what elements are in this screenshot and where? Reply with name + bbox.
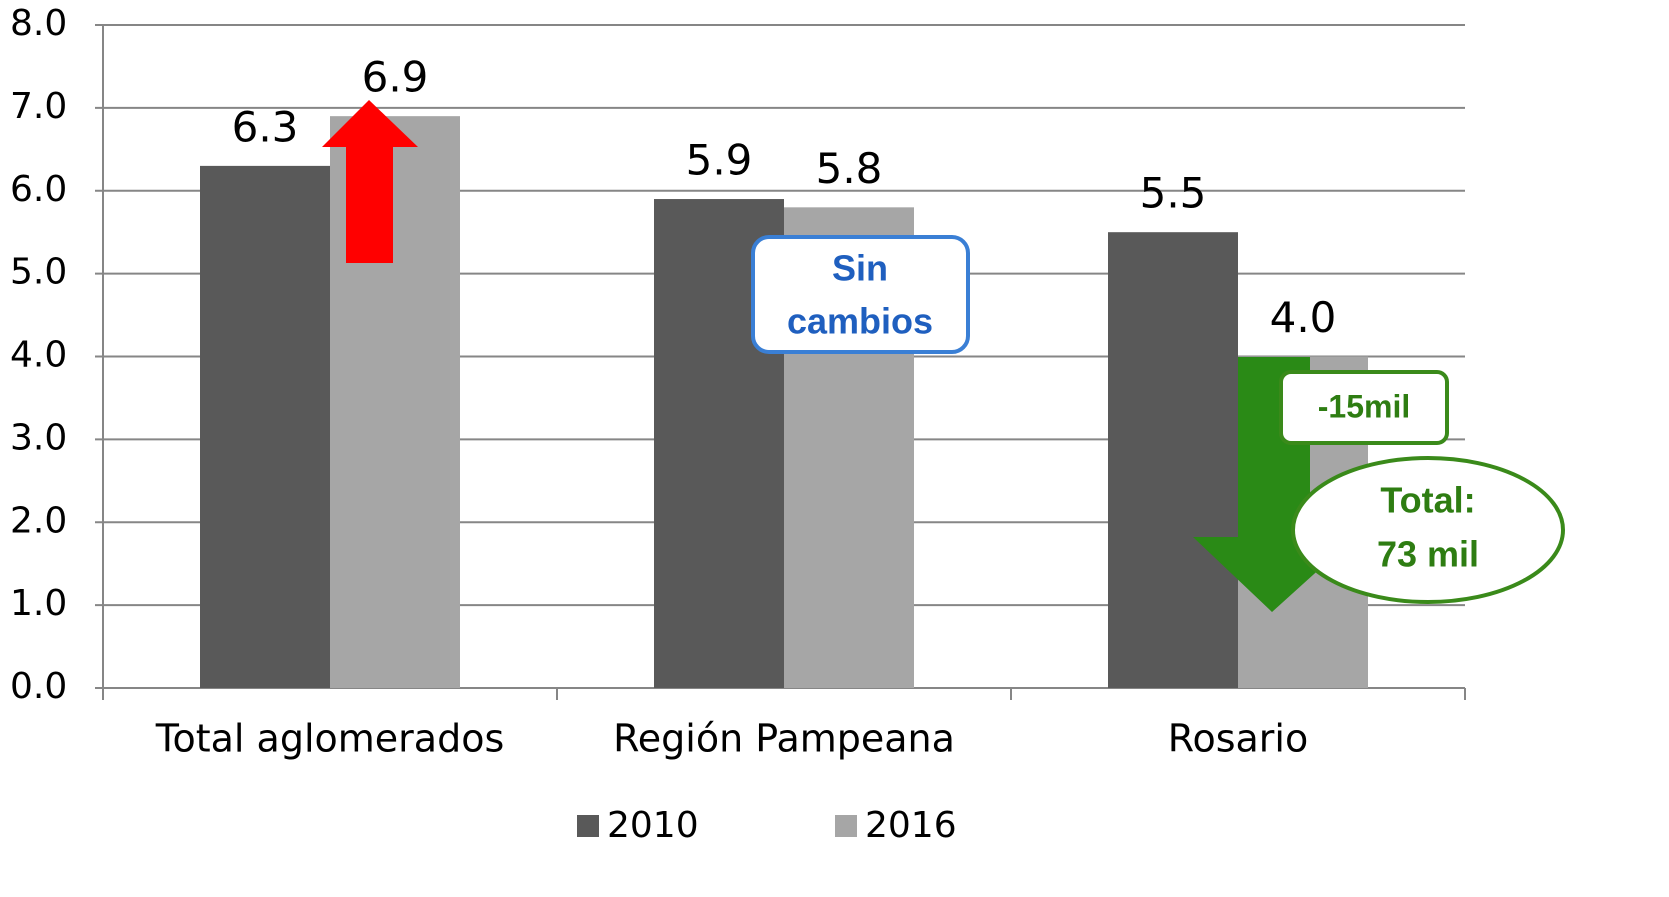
value-label: 6.9 (362, 53, 429, 102)
y-tick-label: 6.0 (10, 169, 67, 210)
y-tick-label: 5.0 (10, 252, 67, 293)
y-tick-label: 2.0 (10, 500, 67, 541)
y-tick-label: 7.0 (10, 86, 67, 127)
y-tick-label: 1.0 (10, 583, 67, 624)
annotation-text: Total: (1380, 480, 1475, 521)
legend-label: 2016 (865, 805, 957, 846)
value-label: 5.9 (686, 136, 753, 185)
annotation-text: cambios (787, 301, 933, 342)
bar (1108, 232, 1238, 688)
y-tick-label: 4.0 (10, 335, 67, 376)
annotation-ellipse (1291, 456, 1565, 604)
value-label: 4.0 (1270, 293, 1337, 342)
x-tick-label: Región Pampeana (613, 717, 955, 761)
annotation-box (1279, 370, 1449, 445)
value-label: 5.8 (816, 144, 883, 193)
y-tick-label: 3.0 (10, 417, 67, 458)
value-label: 6.3 (232, 102, 299, 151)
annotation-text: 73 mil (1377, 534, 1479, 575)
x-tick-label: Total aglomerados (155, 717, 505, 761)
y-tick-label: 0.0 (10, 666, 67, 707)
annotation-box (751, 235, 970, 354)
legend-swatch (577, 815, 599, 837)
bar (200, 165, 330, 688)
annotation-text: -15mil (1318, 388, 1410, 424)
legend-swatch (835, 815, 857, 837)
x-tick-label: Rosario (1168, 717, 1308, 761)
annotation-text: Sin (832, 248, 888, 289)
y-tick-label: 8.0 (10, 3, 67, 44)
increase-arrow (322, 100, 418, 263)
legend-label: 2010 (607, 805, 699, 846)
value-label: 5.5 (1140, 169, 1207, 218)
